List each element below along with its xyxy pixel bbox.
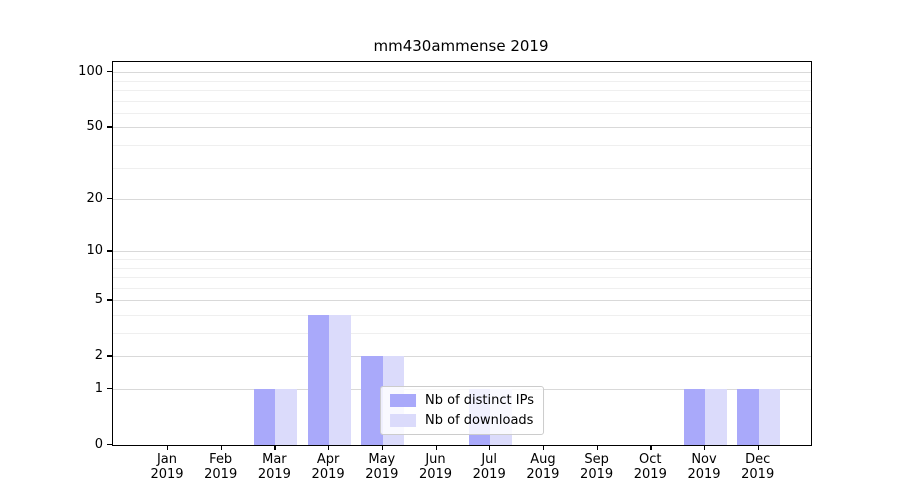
legend: Nb of distinct IPs Nb of downloads [380, 386, 544, 435]
minor-gridline [113, 287, 811, 289]
y-tick [107, 388, 112, 390]
bar [329, 315, 351, 445]
y-tick-label: 5 [94, 291, 103, 307]
major-gridline [113, 127, 811, 129]
x-tick [757, 445, 759, 450]
x-tick [435, 445, 437, 450]
y-tick-label: 20 [86, 190, 103, 206]
minor-gridline [113, 315, 811, 316]
x-tick [167, 445, 169, 450]
y-tick-label: 10 [86, 242, 103, 258]
minor-gridline [113, 100, 811, 102]
y-tick [107, 444, 112, 446]
y-tick-label: 0 [94, 436, 103, 452]
x-tick-label: Jun 2019 [418, 452, 453, 482]
major-gridline [113, 300, 811, 302]
minor-gridline [113, 277, 811, 278]
legend-label: Nb of downloads [425, 413, 534, 428]
x-tick [274, 445, 276, 450]
x-tick [596, 445, 598, 450]
x-tick [704, 445, 706, 450]
bar [253, 389, 276, 445]
y-tick [107, 299, 112, 301]
x-tick-label: Jan 2019 [150, 452, 184, 482]
bar [275, 389, 297, 445]
major-gridline [113, 356, 811, 358]
x-tick [328, 445, 330, 450]
x-tick-label: Aug 2019 [526, 452, 560, 482]
legend-swatch [390, 414, 417, 427]
y-tick [107, 71, 112, 73]
x-tick-label: Oct 2019 [633, 452, 667, 482]
x-tick-label: Mar 2019 [257, 452, 291, 482]
x-tick-label: Apr 2019 [311, 452, 345, 482]
minor-gridline [113, 267, 811, 269]
y-tick [107, 198, 112, 200]
major-gridline [113, 72, 811, 74]
x-tick-label: May 2019 [365, 452, 399, 482]
y-tick-label: 100 [78, 63, 103, 79]
major-gridline [113, 199, 811, 201]
x-tick [381, 445, 384, 450]
y-tick-label: 2 [94, 347, 103, 363]
minor-gridline [113, 333, 811, 334]
minor-gridline [113, 112, 811, 114]
y-tick-label: 50 [86, 118, 103, 134]
x-tick-label: Feb 2019 [204, 452, 238, 482]
y-tick [107, 126, 112, 128]
x-tick-label: Nov 2019 [687, 452, 721, 482]
chart-title: mm430ammense 2019 [373, 37, 549, 55]
legend-row: Nb of distinct IPs [390, 393, 534, 408]
minor-gridline [113, 80, 811, 82]
x-tick-label: Jul 2019 [472, 452, 506, 482]
x-tick [542, 445, 545, 450]
x-tick-label: Sep 2019 [580, 452, 614, 482]
x-tick-label: Dec 2019 [741, 452, 775, 482]
minor-gridline [113, 259, 811, 260]
y-tick [107, 250, 112, 252]
major-gridline [113, 251, 811, 253]
y-tick-label: 1 [94, 380, 103, 396]
y-tick [107, 355, 112, 357]
legend-label: Nb of distinct IPs [425, 393, 534, 408]
bar [307, 315, 330, 445]
bar [705, 389, 727, 445]
bar [737, 389, 759, 445]
bar [361, 356, 383, 445]
bar [683, 389, 705, 445]
minor-gridline [113, 167, 811, 169]
legend-swatch [390, 394, 417, 407]
x-tick [220, 445, 222, 450]
minor-gridline [113, 90, 811, 91]
x-tick [489, 445, 491, 450]
legend-row: Nb of downloads [390, 413, 534, 428]
minor-gridline [113, 145, 811, 146]
x-tick [650, 445, 652, 450]
bar [758, 389, 781, 445]
plot-area: Nb of distinct IPs Nb of downloads [112, 61, 812, 446]
